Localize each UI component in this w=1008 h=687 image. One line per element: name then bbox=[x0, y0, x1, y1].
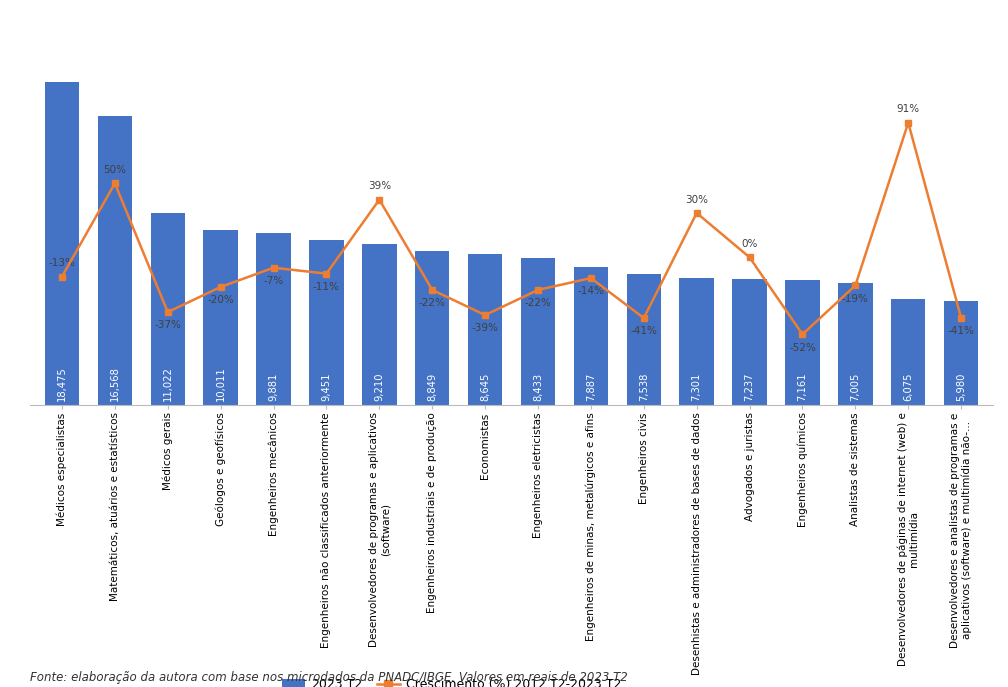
Bar bbox=[574, 267, 608, 405]
Bar bbox=[468, 254, 502, 405]
Bar bbox=[627, 273, 661, 405]
Text: 7,887: 7,887 bbox=[586, 373, 596, 401]
Text: 6,075: 6,075 bbox=[903, 373, 913, 401]
Text: -41%: -41% bbox=[948, 326, 975, 337]
Text: -11%: -11% bbox=[313, 282, 340, 292]
Text: 11,022: 11,022 bbox=[162, 367, 172, 401]
Text: 0%: 0% bbox=[742, 239, 758, 249]
Bar bbox=[44, 82, 80, 405]
Bar bbox=[362, 245, 396, 405]
Text: -19%: -19% bbox=[842, 294, 869, 304]
Text: 5,980: 5,980 bbox=[957, 373, 966, 401]
Text: 50%: 50% bbox=[104, 165, 126, 175]
Text: Fonte: elaboração da autora com base nos microdados da PNADC/IBGE. Valores em re: Fonte: elaboração da autora com base nos… bbox=[30, 671, 628, 684]
Text: 8,849: 8,849 bbox=[427, 373, 437, 401]
Bar bbox=[943, 301, 979, 405]
Text: 30%: 30% bbox=[685, 194, 709, 205]
Text: 7,161: 7,161 bbox=[797, 373, 807, 401]
Text: -37%: -37% bbox=[154, 320, 181, 330]
Text: -22%: -22% bbox=[418, 298, 446, 308]
Text: 8,645: 8,645 bbox=[480, 373, 490, 401]
Bar bbox=[785, 280, 820, 405]
Text: 9,881: 9,881 bbox=[268, 373, 278, 401]
Bar bbox=[309, 240, 344, 405]
Bar bbox=[679, 278, 714, 405]
Text: -14%: -14% bbox=[578, 286, 605, 296]
Bar bbox=[98, 115, 132, 405]
Bar bbox=[256, 232, 290, 405]
Bar bbox=[150, 212, 184, 405]
Bar bbox=[891, 299, 925, 405]
Text: 7,301: 7,301 bbox=[691, 373, 702, 401]
Bar bbox=[521, 258, 555, 405]
Text: -7%: -7% bbox=[263, 276, 283, 286]
Text: 16,568: 16,568 bbox=[110, 367, 120, 401]
Text: 7,237: 7,237 bbox=[745, 373, 755, 401]
Text: -39%: -39% bbox=[472, 324, 499, 333]
Bar bbox=[415, 251, 450, 405]
Text: 9,451: 9,451 bbox=[322, 373, 332, 401]
Text: 18,475: 18,475 bbox=[57, 367, 67, 401]
Text: -22%: -22% bbox=[524, 298, 551, 308]
Bar bbox=[733, 279, 767, 405]
Bar bbox=[204, 230, 238, 405]
Text: 9,210: 9,210 bbox=[374, 373, 384, 401]
Text: -20%: -20% bbox=[208, 295, 234, 305]
Text: -52%: -52% bbox=[789, 343, 815, 352]
Text: 8,433: 8,433 bbox=[533, 373, 543, 401]
Text: 7,538: 7,538 bbox=[639, 373, 649, 401]
Text: 10,011: 10,011 bbox=[216, 367, 226, 401]
Text: -13%: -13% bbox=[48, 258, 76, 268]
Bar bbox=[839, 283, 873, 405]
Text: 91%: 91% bbox=[897, 104, 920, 114]
Text: 7,005: 7,005 bbox=[851, 373, 861, 401]
Legend: 2023.T2, Crescimento (%) 2012.T2-2023.T2: 2023.T2, Crescimento (%) 2012.T2-2023.T2 bbox=[277, 673, 626, 687]
Text: 39%: 39% bbox=[368, 181, 391, 191]
Text: -41%: -41% bbox=[630, 326, 657, 337]
